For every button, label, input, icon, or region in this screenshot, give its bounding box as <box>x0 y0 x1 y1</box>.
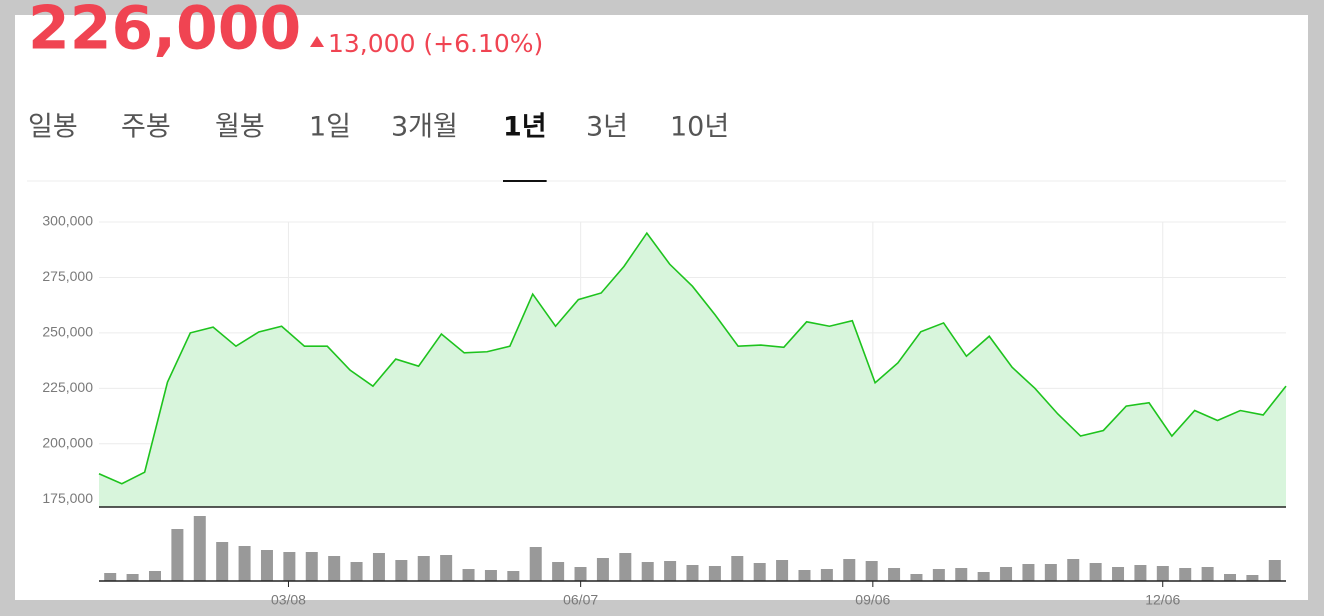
volume-bar <box>955 568 968 581</box>
y-tick-label: 200,000 <box>42 434 93 450</box>
volume-bar <box>529 547 542 581</box>
y-tick-label: 225,000 <box>42 379 93 395</box>
volume-bar <box>1067 559 1080 581</box>
volume-bar <box>1179 568 1192 581</box>
tab[interactable]: 일봉 <box>28 112 78 143</box>
volume-bar <box>193 516 206 581</box>
volume-bar <box>731 556 744 581</box>
volume-bar <box>238 546 251 581</box>
volume-bar <box>1000 567 1013 581</box>
volume-bar <box>484 570 497 581</box>
volume-bar <box>820 569 833 581</box>
tab[interactable]: 1일 <box>309 112 351 143</box>
volume-bar <box>372 553 385 581</box>
volume-bar <box>1246 575 1259 581</box>
volume-bar <box>440 555 453 581</box>
volume-bar <box>328 556 341 581</box>
volume-bar <box>1134 565 1147 581</box>
tab[interactable]: 3년 <box>586 112 628 143</box>
volume-bar <box>1044 564 1057 581</box>
volume-bar <box>148 571 161 581</box>
volume-bar <box>1268 560 1281 581</box>
volume-bar <box>104 573 117 581</box>
volume-bar <box>641 562 654 581</box>
y-tick-label: 275,000 <box>42 268 93 284</box>
volume-bar <box>686 565 699 581</box>
y-tick-label: 250,000 <box>42 324 93 340</box>
tab[interactable]: 월봉 <box>215 112 265 143</box>
area <box>99 233 1286 508</box>
y-tick-label: 175,000 <box>42 490 93 506</box>
volume-bar <box>798 570 811 581</box>
price: 226,000 <box>28 0 301 64</box>
volume-bar <box>1112 567 1125 581</box>
volume-bar <box>462 569 475 581</box>
volume-bar <box>1022 564 1035 581</box>
change: 13,000 (+6.10%) <box>328 29 543 58</box>
volume-bar <box>552 562 565 581</box>
x-tick-label: 06/07 <box>563 592 598 608</box>
volume-bar <box>1089 563 1102 581</box>
volume-bar <box>216 542 229 581</box>
volume-bar <box>1201 567 1214 581</box>
volume-bar <box>260 550 273 581</box>
volume-bar <box>708 566 721 581</box>
volume-bar <box>283 552 296 581</box>
x-tick-label: 09/06 <box>855 592 890 608</box>
volume-bar <box>776 560 789 581</box>
volume-bar <box>619 553 632 581</box>
volume-bar <box>126 574 139 581</box>
volume-bar <box>932 569 945 581</box>
volume-bar <box>1224 574 1237 581</box>
tab[interactable]: 주봉 <box>121 112 171 143</box>
volume-bar <box>395 560 408 581</box>
volume-bar <box>171 529 184 581</box>
line <box>98 231 1287 485</box>
x-tick-label: 12/06 <box>1145 592 1180 608</box>
volume-bar <box>910 574 923 581</box>
volume-bar <box>843 559 856 581</box>
y-tick-label: 300,000 <box>42 213 93 229</box>
volume-bar <box>888 568 901 581</box>
volume-bar <box>664 561 677 581</box>
volume-bar <box>1156 566 1169 581</box>
volume-bar <box>753 563 766 581</box>
volume-bar <box>417 556 430 581</box>
up-arrow <box>310 36 324 47</box>
tab[interactable]: 10년 <box>670 112 729 143</box>
volume-bar <box>574 567 587 581</box>
tab[interactable]: 3개월 <box>391 112 458 143</box>
x-tick-label: 03/08 <box>271 592 306 608</box>
volume-bar <box>596 558 609 581</box>
tab[interactable]: 1년 <box>503 112 547 143</box>
volume-bar <box>305 552 318 581</box>
volume-bar <box>865 561 878 581</box>
volume-bar <box>350 562 363 581</box>
volume-bar <box>507 571 520 581</box>
volume-bar <box>977 572 990 581</box>
